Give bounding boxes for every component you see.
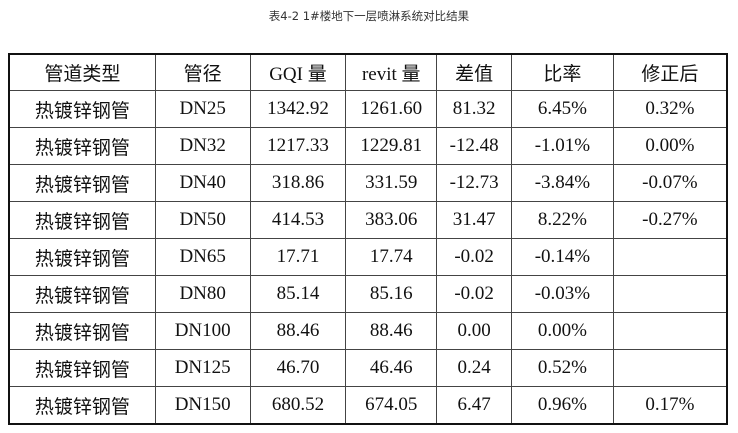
cell-pipe-type: 热镀锌钢管: [8, 164, 156, 202]
cell-diameter: DN65: [154, 238, 251, 276]
cell-corrected: [612, 275, 728, 313]
header-pipe-type: 管道类型: [8, 53, 156, 91]
cell-corrected: [612, 312, 728, 350]
cell-ratio: -0.14%: [511, 238, 614, 276]
cell-corrected: 0.32%: [612, 90, 728, 128]
cell-revit-qty: 1261.60: [345, 90, 438, 128]
cell-diameter: DN100: [154, 312, 251, 350]
cell-diameter: DN125: [154, 349, 251, 387]
cell-diameter: DN50: [154, 201, 251, 239]
cell-ratio: 0.00%: [511, 312, 614, 350]
cell-ratio: 0.96%: [511, 386, 614, 425]
cell-pipe-type: 热镀锌钢管: [8, 312, 156, 350]
cell-gqi-qty: 1217.33: [249, 127, 347, 165]
table-row: 热镀锌钢管 DN100 88.46 88.46 0.00 0.00%: [8, 312, 728, 350]
cell-difference: 31.47: [436, 201, 513, 239]
cell-revit-qty: 17.74: [345, 238, 438, 276]
cell-revit-qty: 331.59: [345, 164, 438, 202]
cell-pipe-type: 热镀锌钢管: [8, 90, 156, 128]
table-row: 热镀锌钢管 DN25 1342.92 1261.60 81.32 6.45% 0.32%: [8, 90, 728, 128]
cell-gqi-qty: 46.70: [249, 349, 347, 387]
cell-diameter: DN80: [154, 275, 251, 313]
cell-revit-qty: 383.06: [345, 201, 438, 239]
cell-pipe-type: 热镀锌钢管: [8, 386, 156, 425]
cell-revit-qty: 674.05: [345, 386, 438, 425]
cell-corrected: -0.07%: [612, 164, 728, 202]
cell-corrected: 0.00%: [612, 127, 728, 165]
cell-gqi-qty: 17.71: [249, 238, 347, 276]
cell-diameter: DN150: [154, 386, 251, 425]
cell-gqi-qty: 88.46: [249, 312, 347, 350]
cell-corrected: [612, 238, 728, 276]
cell-revit-qty: 88.46: [345, 312, 438, 350]
cell-revit-qty: 1229.81: [345, 127, 438, 165]
cell-diameter: DN32: [154, 127, 251, 165]
cell-pipe-type: 热镀锌钢管: [8, 238, 156, 276]
cell-ratio: 0.52%: [511, 349, 614, 387]
cell-revit-qty: 46.46: [345, 349, 438, 387]
cell-difference: -0.02: [436, 275, 513, 313]
cell-difference: -12.48: [436, 127, 513, 165]
table-row: 热镀锌钢管 DN40 318.86 331.59 -12.73 -3.84% -0.07%: [8, 164, 728, 202]
header-difference: 差值: [436, 53, 513, 91]
cell-difference: -12.73: [436, 164, 513, 202]
header-corrected: 修正后: [612, 53, 728, 91]
cell-pipe-type: 热镀锌钢管: [8, 275, 156, 313]
cell-gqi-qty: 414.53: [249, 201, 347, 239]
table-caption: 表4-2 1#楼地下一层喷淋系统对比结果: [268, 9, 470, 23]
cell-diameter: DN40: [154, 164, 251, 202]
cell-diameter: DN25: [154, 90, 251, 128]
cell-ratio: -1.01%: [511, 127, 614, 165]
table-row: 热镀锌钢管 DN80 85.14 85.16 -0.02 -0.03%: [8, 275, 728, 313]
header-diameter: 管径: [154, 53, 251, 91]
header-revit-qty: revit 量: [345, 53, 438, 91]
table-row: 热镀锌钢管 DN65 17.71 17.74 -0.02 -0.14%: [8, 238, 728, 276]
cell-difference: 0.00: [436, 312, 513, 350]
cell-difference: 0.24: [436, 349, 513, 387]
header-gqi-qty: GQI 量: [249, 53, 347, 91]
cell-revit-qty: 85.16: [345, 275, 438, 313]
cell-ratio: 6.45%: [511, 90, 614, 128]
cell-pipe-type: 热镀锌钢管: [8, 349, 156, 387]
cell-gqi-qty: 1342.92: [249, 90, 347, 128]
header-row: 管道类型 管径 GQI 量 revit 量差值 比率 修正后: [8, 53, 728, 91]
cell-corrected: 0.17%: [612, 386, 728, 425]
table-row: 热镀锌钢管 DN125 46.70 46.46 0.24 0.52%: [8, 349, 728, 387]
cell-pipe-type: 热镀锌钢管: [8, 201, 156, 239]
cell-corrected: -0.27%: [612, 201, 728, 239]
comparison-table: 管道类型 管径 GQI 量 revit 量差值 比率 修正后 热镀锌钢管 DN25 1342.…: [8, 53, 728, 425]
cell-difference: -0.02: [436, 238, 513, 276]
cell-ratio: 8.22%: [511, 201, 614, 239]
cell-ratio: -0.03%: [511, 275, 614, 313]
cell-difference: 81.32: [436, 90, 513, 128]
cell-pipe-type: 热镀锌钢管: [8, 127, 156, 165]
cell-gqi-qty: 318.86: [249, 164, 347, 202]
header-ratio: 比率: [511, 53, 614, 91]
table-row: 热镀锌钢管 DN50 414.53 383.06 31.47 8.22% -0.27%: [8, 201, 728, 239]
table-row: 热镀锌钢管 DN150 680.52 674.05 6.47 0.96% 0.17%: [8, 386, 728, 425]
cell-difference: 6.47: [436, 386, 513, 425]
cell-gqi-qty: 680.52: [249, 386, 347, 425]
cell-ratio: -3.84%: [511, 164, 614, 202]
cell-corrected: [612, 349, 728, 387]
table-row: 热镀锌钢管 DN32 1217.33 1229.81 -12.48 -1.01% 0.00%: [8, 127, 728, 165]
cell-gqi-qty: 85.14: [249, 275, 347, 313]
